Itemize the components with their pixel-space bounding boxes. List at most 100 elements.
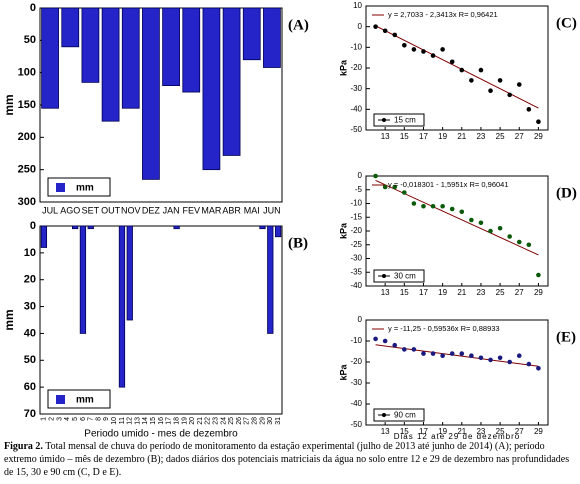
bar: [40, 225, 48, 248]
x-tick-label: 7: [88, 417, 95, 421]
data-point: [411, 201, 417, 206]
x-tick-label: 15: [150, 417, 157, 425]
plot-frame: [365, 5, 549, 131]
x-tick-label: 13: [381, 427, 390, 436]
y-tick-label: 0: [30, 2, 36, 14]
data-point: [440, 353, 445, 359]
equation: y = -0,018301 - 1,5951x R= 0,96041: [388, 180, 509, 189]
x-tick-label: 13: [381, 132, 390, 141]
data-point: [430, 351, 436, 356]
y-axis-label: kPa: [338, 59, 348, 76]
bar: [81, 7, 100, 83]
data-point: [373, 173, 378, 179]
y-tick-label: -20: [350, 226, 362, 235]
x-tick-label: 29: [534, 132, 543, 141]
x-tick-label: 14: [142, 417, 149, 425]
bar: [121, 7, 140, 109]
data-point: [507, 92, 512, 98]
y-tick-label: -20: [350, 63, 362, 72]
y-tick-label: 0: [30, 220, 36, 232]
bar: [222, 7, 241, 156]
y-tick-label: -20: [350, 357, 362, 366]
data-point: [478, 220, 484, 226]
x-tick-label: 23: [476, 132, 485, 141]
x-tick-label: 11: [119, 417, 126, 424]
x-tick-label: 17: [419, 288, 428, 297]
bar: [71, 225, 79, 230]
x-tick-label: 15: [400, 288, 409, 297]
data-point: [392, 32, 398, 38]
bar: [267, 225, 274, 334]
data-point: [421, 351, 426, 356]
bar: [126, 225, 133, 321]
x-tick-label: 20: [189, 417, 196, 425]
x-tick-label: 3: [56, 417, 63, 421]
data-point: [430, 53, 436, 58]
bar: [61, 7, 80, 48]
data-point: [382, 338, 388, 344]
data-point: [478, 355, 484, 361]
x-tick-label: 27: [515, 132, 524, 141]
x-tick-label: DEZ: [142, 205, 161, 215]
data-point: [469, 78, 474, 83]
bar: [259, 225, 266, 230]
bar: [202, 7, 221, 171]
data-point: [382, 184, 388, 190]
y-tick-label: -40: [350, 399, 362, 408]
x-tick-label: 25: [496, 288, 505, 297]
data-point: [449, 59, 455, 65]
data-point: [373, 336, 378, 342]
x-tick-label: MAI: [244, 205, 260, 215]
data-point: [526, 107, 532, 112]
legend-swatch: [56, 183, 65, 192]
y-tick-label: -50: [350, 420, 362, 429]
bar: [173, 225, 180, 230]
trend-line: [375, 25, 539, 109]
x-tick-label: 1: [41, 417, 48, 421]
bar: [87, 225, 94, 230]
x-tick-label: JAN: [163, 205, 180, 215]
x-tick-label: NOV: [121, 205, 141, 215]
x-tick-label: 2: [49, 417, 56, 421]
bar: [79, 225, 87, 334]
y-axis-label: kPa: [338, 222, 348, 239]
bar: [142, 7, 160, 180]
y-tick-label: -40: [350, 281, 362, 290]
x-tick-label: 29: [534, 427, 543, 436]
legend-box: [373, 269, 425, 283]
y-tick-label: 0: [358, 22, 363, 31]
x-tick-label: MAR: [201, 205, 222, 215]
x-tick-label: 21: [457, 132, 466, 141]
x-tick-label: 18: [173, 417, 180, 425]
panel-label: (A): [288, 17, 309, 33]
x-tick-label: 6: [80, 417, 87, 421]
x-tick-label: 10: [111, 417, 118, 425]
data-point: [411, 47, 417, 52]
y-tick-label: 100: [18, 67, 36, 79]
equation: y = -11,25 - 0,59536x R= 0,88933: [388, 324, 500, 333]
y-tick-label: -15: [350, 212, 362, 221]
data-point: [497, 225, 503, 231]
y-tick-label: 200: [18, 131, 36, 143]
trend-line: [375, 344, 539, 367]
x-tick-label: JUL: [42, 205, 58, 215]
data-point: [421, 203, 426, 209]
bar: [101, 7, 120, 122]
x-tick-label: 25: [228, 417, 235, 425]
data-point: [516, 82, 522, 87]
data-point: [488, 88, 493, 94]
x-tick-label: 16: [158, 417, 165, 425]
data-point: [459, 209, 465, 215]
x-tick-label: 4: [64, 417, 71, 421]
data-point: [469, 353, 474, 359]
x-tick-label: 17: [419, 427, 428, 436]
x-tick-label: 17: [419, 132, 428, 141]
data-point: [516, 353, 522, 359]
y-tick-label: -30: [350, 254, 362, 263]
x-tick-label: 9: [103, 417, 110, 421]
data-point: [440, 203, 445, 209]
data-point: [411, 347, 417, 352]
y-tick-label: -30: [350, 84, 362, 93]
